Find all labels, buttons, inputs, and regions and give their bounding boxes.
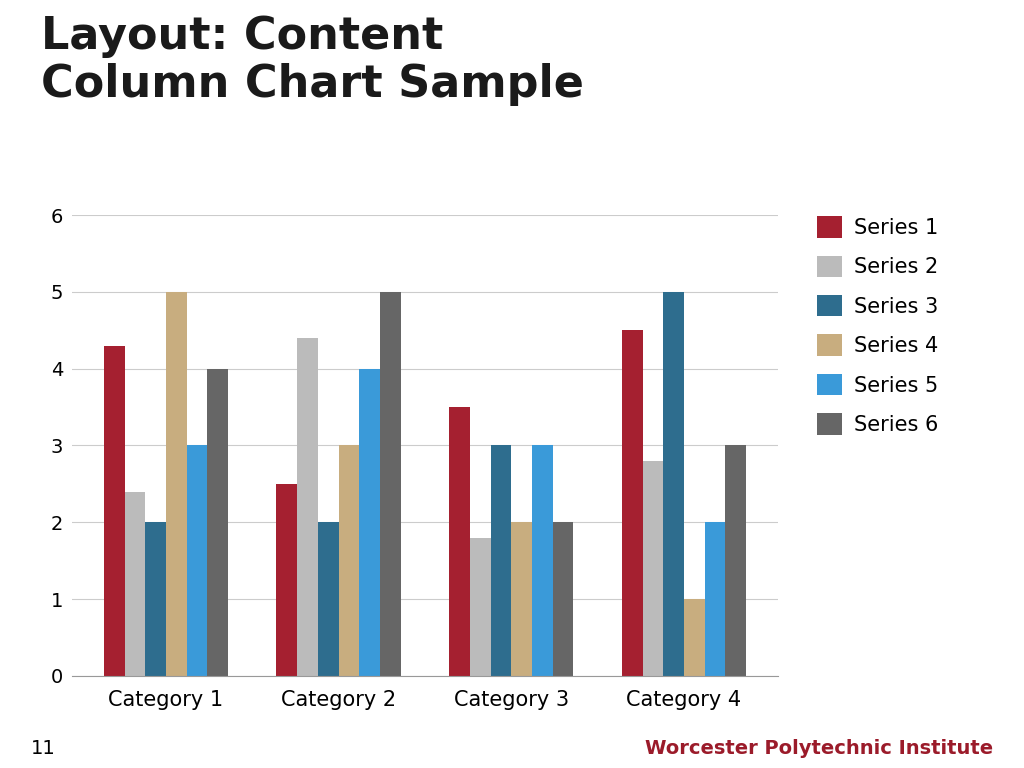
- Bar: [166, 292, 186, 676]
- Bar: [470, 538, 490, 676]
- Bar: [339, 445, 359, 676]
- Bar: [511, 522, 532, 676]
- Text: Worcester Polytechnic Institute: Worcester Polytechnic Institute: [645, 740, 993, 758]
- Bar: [380, 292, 400, 676]
- Bar: [145, 522, 166, 676]
- Bar: [725, 445, 746, 676]
- Legend: Series 1, Series 2, Series 3, Series 4, Series 5, Series 6: Series 1, Series 2, Series 3, Series 4, …: [817, 217, 939, 435]
- Bar: [705, 522, 725, 676]
- Bar: [359, 369, 380, 676]
- Bar: [642, 461, 664, 676]
- Bar: [276, 484, 297, 676]
- Bar: [297, 338, 317, 676]
- Bar: [450, 407, 470, 676]
- Text: Layout: Content
Column Chart Sample: Layout: Content Column Chart Sample: [41, 15, 584, 107]
- Bar: [490, 445, 511, 676]
- Bar: [317, 522, 339, 676]
- Bar: [553, 522, 573, 676]
- Bar: [186, 445, 208, 676]
- Bar: [622, 330, 642, 676]
- Bar: [103, 346, 125, 676]
- Bar: [125, 492, 145, 676]
- Bar: [684, 599, 705, 676]
- Bar: [532, 445, 553, 676]
- Bar: [208, 369, 228, 676]
- Bar: [664, 292, 684, 676]
- Text: 11: 11: [31, 740, 55, 758]
